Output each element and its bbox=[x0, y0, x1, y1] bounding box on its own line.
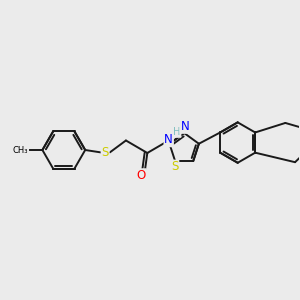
Text: N: N bbox=[164, 134, 173, 146]
Text: H: H bbox=[173, 127, 181, 137]
Text: O: O bbox=[136, 169, 146, 182]
Text: S: S bbox=[101, 146, 109, 160]
Text: S: S bbox=[171, 160, 178, 173]
Text: CH₃: CH₃ bbox=[13, 146, 28, 154]
Text: N: N bbox=[180, 120, 189, 133]
